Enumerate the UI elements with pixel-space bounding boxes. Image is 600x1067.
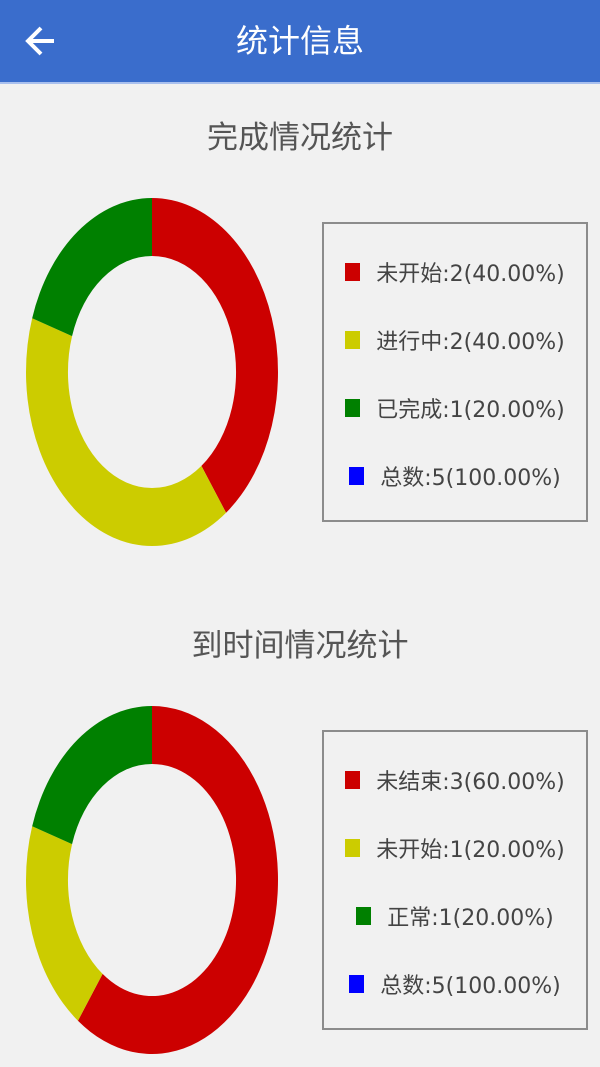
legend-label: 未开始:1(20.00%) [376,838,565,863]
legend-swatch [345,331,361,349]
legend-label: 总数:5(100.00%) [380,974,561,999]
legend-label: 总数:5(100.00%) [380,466,561,491]
donut-slice-未开始 [152,198,278,513]
chart-title: 完成情况统计 [207,120,393,156]
chart-legend: 未结束:3(60.00%) 未开始:1(20.00%) 正常:1(20.00%) 总数… [322,730,588,1030]
page-title: 统计信息 [235,22,364,60]
legend-swatch [356,907,372,925]
legend-swatch [349,975,365,993]
legend-label: 正常:1(20.00%) [387,906,554,931]
arrow-left-icon[interactable] [22,20,62,62]
legend-swatch [349,467,365,485]
app-header: 统计信息 [0,0,600,84]
donut-slice-未结束 [77,706,278,1054]
legend-label: 已完成:1(20.00%) [376,398,565,423]
donut-chart [26,706,278,1054]
legend-item: 未结束:3(60.00%) [324,760,586,800]
donut-slice-未开始 [26,826,103,1021]
legend-item: 已完成:1(20.00%) [324,388,586,428]
chart-legend: 未开始:2(40.00%) 进行中:2(40.00%) 已完成:1(20.00%) 总… [322,222,588,522]
donut-slice-正常 [32,706,152,845]
chart-title: 到时间情况统计 [191,628,409,664]
legend-item: 总数:5(100.00%) [324,964,586,1004]
legend-item: 进行中:2(40.00%) [324,320,586,360]
legend-label: 未结束:3(60.00%) [376,770,565,795]
legend-label: 进行中:2(40.00%) [376,330,565,355]
legend-swatch [345,399,361,417]
legend-item: 未开始:1(20.00%) [324,828,586,868]
donut-slice-已完成 [32,198,152,337]
legend-item: 未开始:2(40.00%) [324,252,586,292]
donut-slice-进行中 [26,318,227,546]
legend-swatch [345,839,361,857]
legend-item: 总数:5(100.00%) [324,456,586,496]
donut-chart [26,198,278,546]
legend-swatch [345,263,361,281]
legend-swatch [345,771,361,789]
legend-label: 未开始:2(40.00%) [376,262,565,287]
legend-item: 正常:1(20.00%) [324,896,586,936]
